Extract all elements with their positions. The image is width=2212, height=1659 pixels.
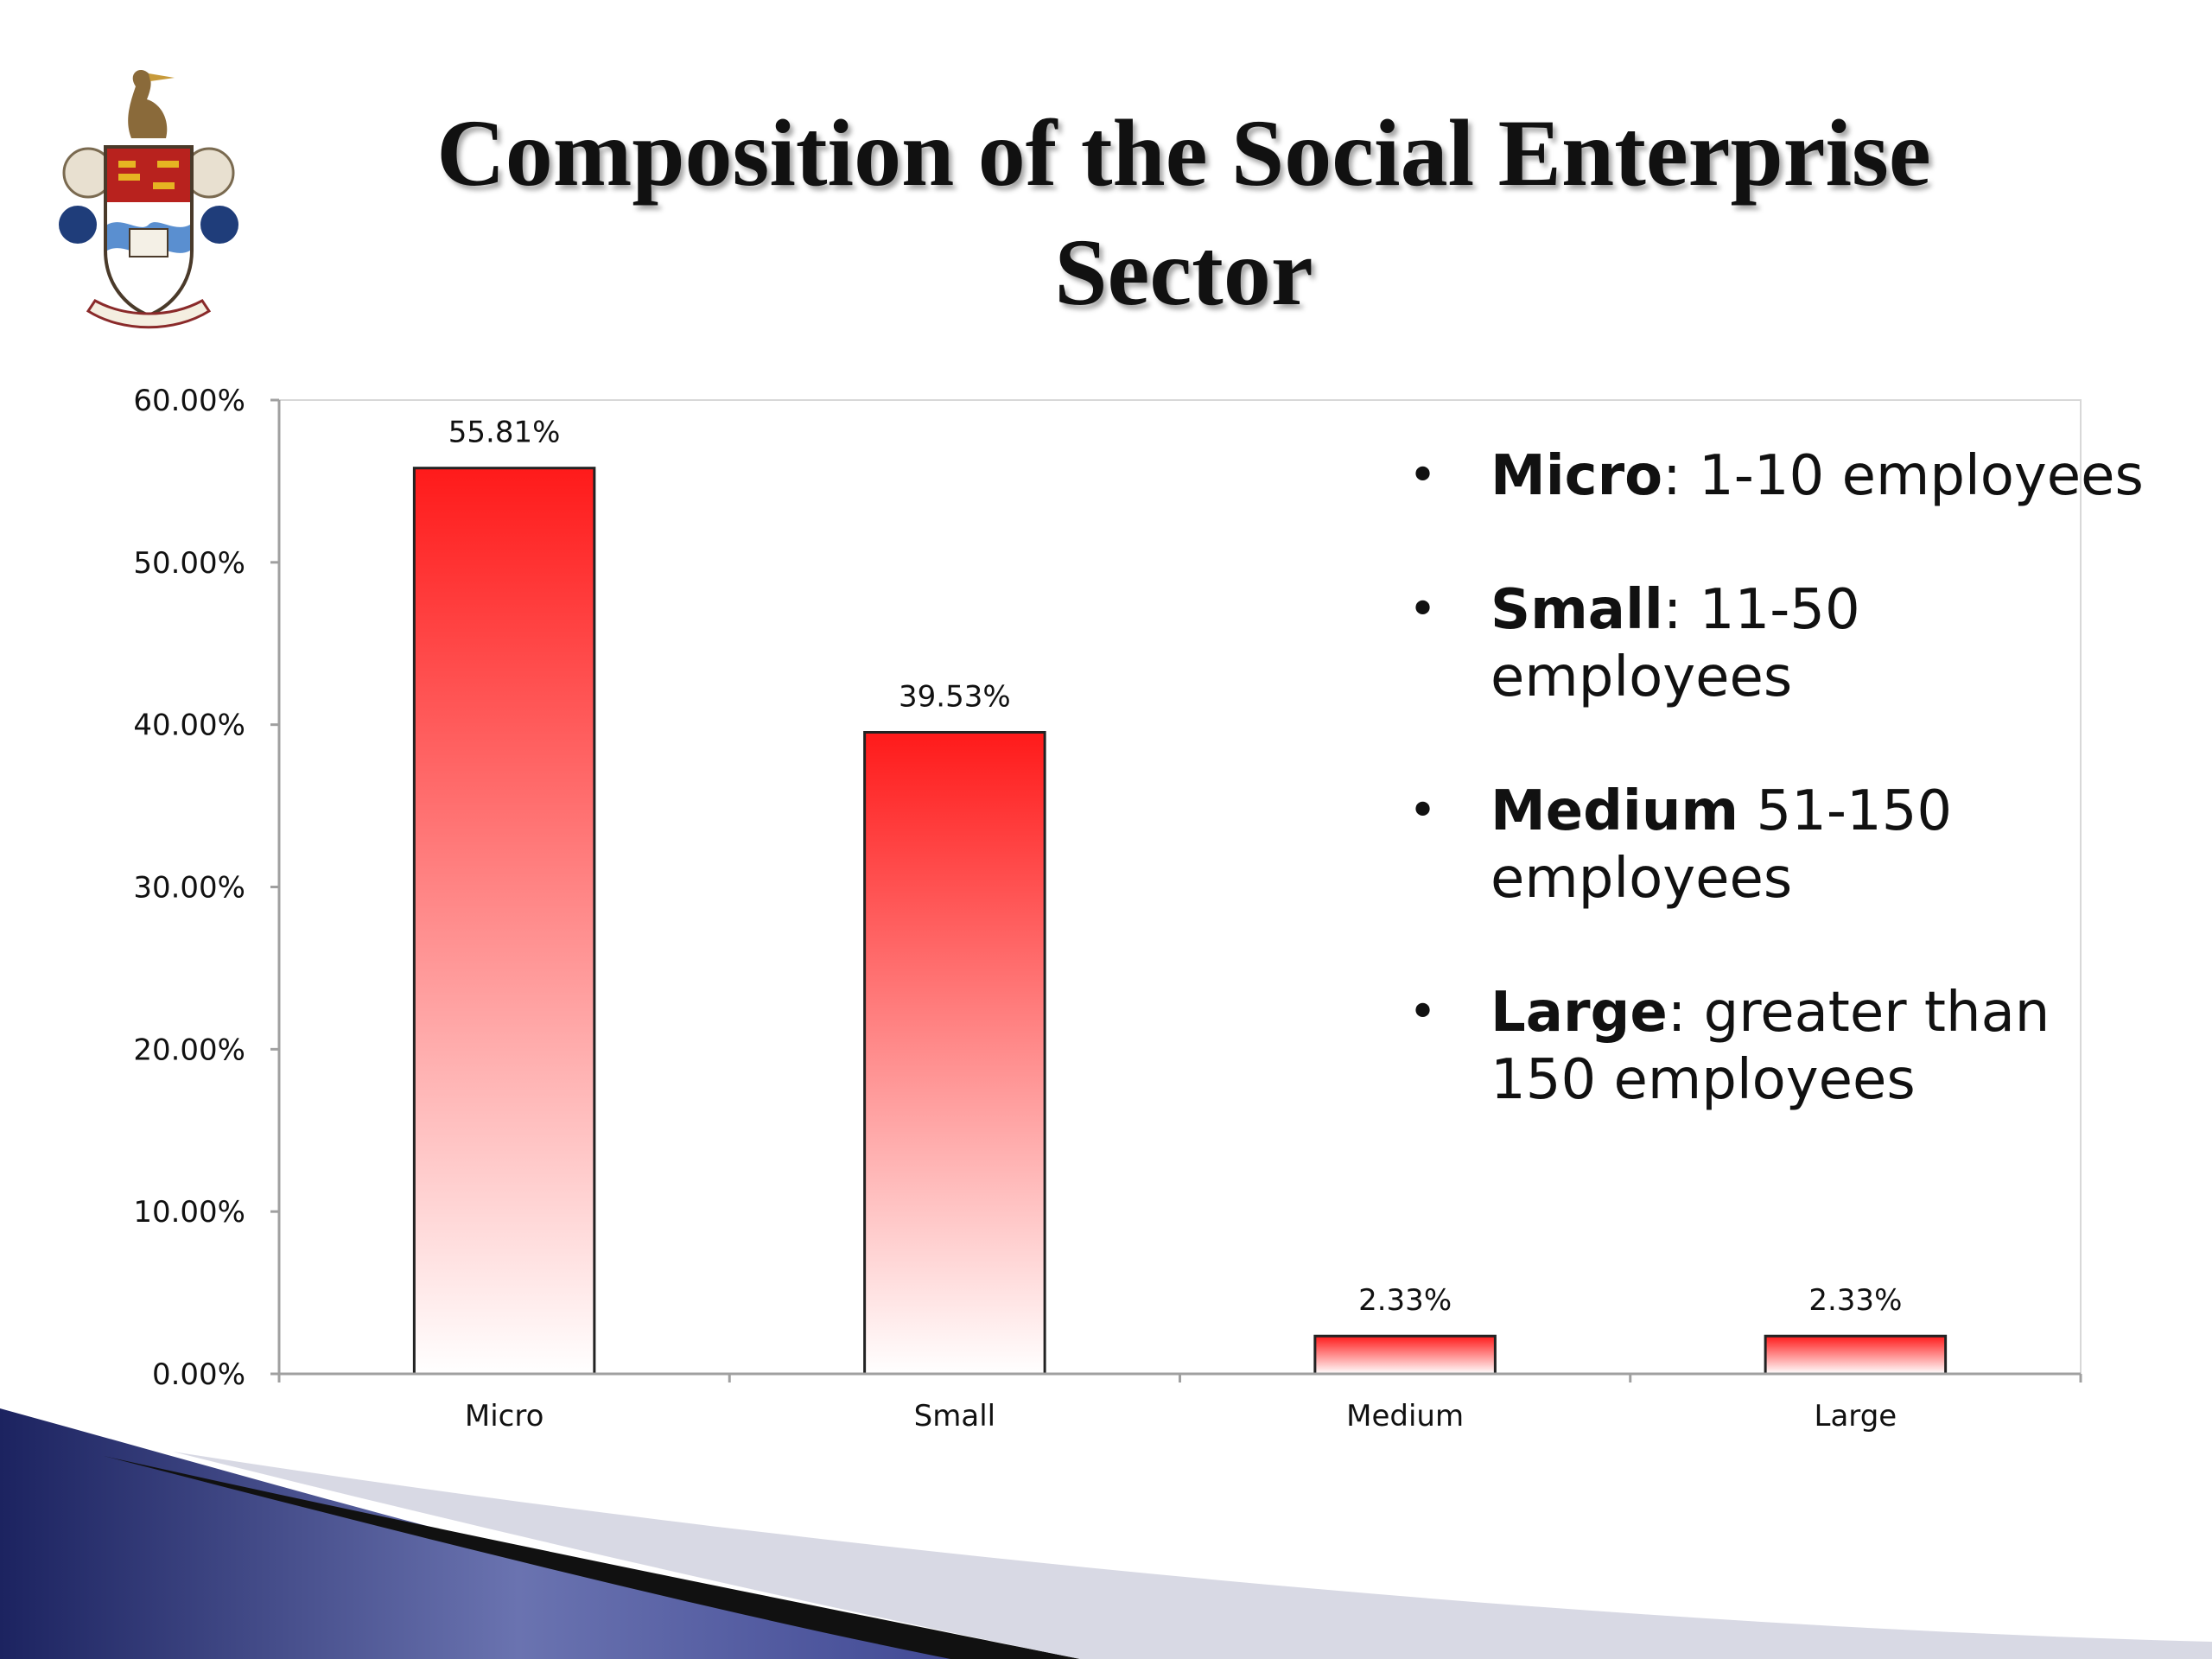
y-tick-label: 10.00%	[133, 1195, 245, 1230]
y-tick-label: 40.00%	[133, 709, 245, 743]
y-tick-label: 60.00%	[133, 384, 245, 418]
separator-micro: :	[1662, 444, 1681, 508]
list-item-large: Large: greater than 150 employees	[1408, 979, 2169, 1114]
x-tick-label-micro: Micro	[465, 1399, 544, 1433]
y-tick-label: 20.00%	[133, 1033, 245, 1067]
definition-small: 11-50 employees	[1491, 578, 1860, 709]
y-tick-label: 0.00%	[152, 1357, 245, 1392]
slide-title-line-1: Composition of the Social Enterprise	[436, 100, 1931, 206]
y-tick-label: 50.00%	[133, 546, 245, 581]
slide-title: Composition of the Social Enterprise Sec…	[328, 93, 2039, 332]
bar-micro	[412, 467, 596, 1376]
list-item-medium: Medium 51-150 employees	[1408, 778, 2169, 912]
separator-large: :	[1667, 981, 1687, 1045]
data-label-micro: 55.81%	[448, 416, 561, 450]
x-tick-label-medium: Medium	[1346, 1399, 1464, 1433]
term-medium: Medium	[1491, 779, 1739, 843]
definition-large: greater than 150 employees	[1491, 981, 2050, 1112]
university-crest-logo	[59, 69, 238, 329]
list-item-small: Small: 11-50 employees	[1408, 576, 2169, 711]
term-micro: Micro	[1491, 444, 1663, 508]
bar-large	[1764, 1334, 1948, 1376]
decorative-swoosh	[0, 1408, 2212, 1659]
data-label-small: 39.53%	[899, 679, 1011, 714]
slide-title-line-2: Sector	[1054, 219, 1313, 325]
data-label-medium: 2.33%	[1358, 1283, 1452, 1318]
term-small: Small	[1491, 578, 1663, 642]
x-tick-label-large: Large	[1815, 1399, 1897, 1433]
term-large: Large	[1491, 981, 1668, 1045]
list-item-micro: Micro: 1-10 employees	[1408, 442, 2169, 510]
definition-medium: 51-150 employees	[1491, 779, 1953, 911]
definition-micro: 1-10 employees	[1681, 444, 2144, 508]
data-label-large: 2.33%	[1808, 1283, 1902, 1318]
x-tick-label-small: Small	[914, 1399, 995, 1433]
bar-medium	[1313, 1334, 1497, 1376]
bar-small	[863, 730, 1046, 1376]
separator-small: :	[1662, 578, 1682, 642]
size-definitions-list: Micro: 1-10 employees Small: 11-50 emplo…	[1408, 442, 2169, 1180]
y-tick-label: 30.00%	[133, 871, 245, 906]
